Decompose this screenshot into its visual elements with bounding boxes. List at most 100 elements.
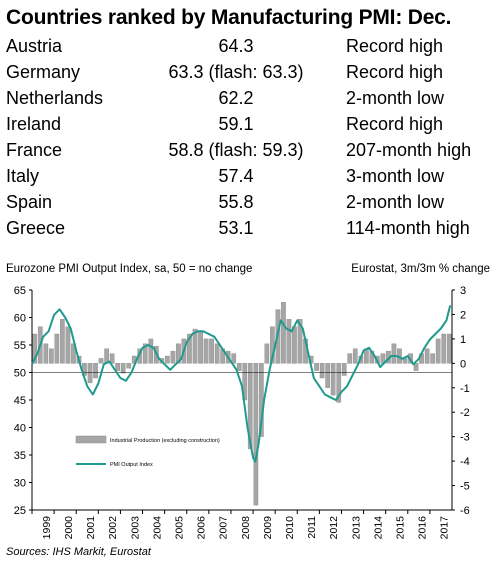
- ip-bar: [314, 363, 319, 371]
- country-name: Germany: [6, 62, 81, 82]
- ip-bar: [170, 350, 176, 364]
- ip-bar: [115, 363, 121, 371]
- ip-bar: [187, 333, 192, 364]
- country-name: Ireland: [6, 114, 62, 134]
- left-tick-label: 65: [14, 285, 26, 297]
- ip-bar: [264, 343, 270, 364]
- ip-bar: [247, 363, 253, 450]
- x-tick-label: 2002: [107, 516, 119, 540]
- ip-bar: [164, 355, 170, 364]
- x-tick-label: 2011: [306, 516, 318, 539]
- right-tick-label: -2: [460, 407, 470, 419]
- x-tick-label: 1999: [41, 516, 53, 540]
- right-tick-label: -5: [460, 481, 470, 493]
- pmi-value: 63.3 (flash: 63.3): [168, 62, 304, 82]
- pmi-value: 64.3: [218, 36, 254, 56]
- pmi-output-line: [31, 305, 452, 463]
- ip-bar: [209, 338, 214, 364]
- x-tick-label: 2009: [262, 516, 274, 540]
- right-tick-label: -3: [460, 432, 470, 444]
- ranking-row: Austria 64.3 Record high: [6, 34, 490, 60]
- pmi-value: 55.8: [218, 192, 254, 212]
- ip-bar: [231, 353, 237, 364]
- x-tick-label: 2015: [395, 516, 407, 540]
- page-title: Countries ranked by Manufacturing PMI: D…: [6, 6, 452, 29]
- right-tick-label: 0: [460, 358, 466, 370]
- left-tick-label: 50: [14, 368, 26, 380]
- left-tick-label: 40: [14, 423, 26, 435]
- pmi-chart: 65 60 55 50 45 40 35 30 25 3 2 1 0 -1 -2 -3 -4 -5 -6 1999 20…: [14, 285, 470, 540]
- pmi-note: 2-month low: [346, 192, 445, 212]
- ranking-row: Netherlands 62.2 2-month low: [6, 86, 490, 112]
- x-tick-label: 2016: [417, 516, 429, 540]
- ip-bar: [297, 319, 303, 364]
- country-name: Netherlands: [6, 88, 104, 108]
- ip-bar: [214, 343, 220, 364]
- ip-bar: [253, 363, 259, 506]
- left-axis-label: Eurozone PMI Output Index, sa, 50 = no c…: [6, 263, 253, 275]
- country-name: Italy: [6, 166, 40, 186]
- right-axis-label: Eurostat, 3m/3m % change: [351, 263, 490, 275]
- left-tick-label: 30: [14, 478, 26, 490]
- ranking-table: Austria 64.3 Record high Germany 63.3 (flash…: [6, 34, 490, 242]
- left-tick-label: 25: [14, 505, 26, 517]
- ranking-row: Germany 63.3 (flash: 63.3) Record high: [6, 60, 490, 86]
- ip-bar: [341, 363, 347, 376]
- right-tick-label: -1: [460, 383, 470, 395]
- ip-bar: [441, 333, 447, 364]
- ip-bar: [192, 328, 198, 364]
- ip-bar: [71, 343, 76, 364]
- left-tick-label: 45: [14, 395, 26, 407]
- ranking-row: Ireland 59.1 Record high: [6, 112, 490, 138]
- country-name: France: [6, 140, 63, 160]
- country-name: Greece: [6, 218, 66, 238]
- ip-bar: [120, 363, 126, 374]
- x-tick-label: 2000: [63, 516, 75, 540]
- ip-bar: [142, 343, 148, 364]
- ip-bar: [292, 326, 297, 364]
- ip-bar: [391, 343, 397, 364]
- right-tick-label: 1: [460, 334, 466, 346]
- ip-bar: [93, 363, 98, 379]
- pmi-note: 207-month high: [346, 140, 472, 160]
- ip-bar: [32, 333, 38, 364]
- ip-bar: [286, 319, 292, 364]
- pmi-note: 114-month high: [346, 218, 470, 238]
- x-tick-label: 2012: [328, 516, 340, 540]
- ip-bar: [446, 333, 452, 364]
- ip-bar: [148, 338, 154, 364]
- pmi-value: 57.4: [218, 166, 254, 186]
- ip-bar: [176, 343, 181, 364]
- x-tick-label: 2001: [85, 516, 97, 540]
- x-tick-label: 2004: [151, 516, 163, 540]
- x-tick-label: 2003: [129, 516, 141, 540]
- x-tick-label: 2008: [240, 516, 252, 540]
- ip-bar: [435, 338, 441, 364]
- pmi-value: 62.2: [218, 88, 254, 108]
- x-tick-label: 2013: [350, 516, 362, 540]
- left-tick-label: 60: [14, 313, 26, 325]
- ip-bar: [49, 348, 54, 364]
- x-tick-label: 2010: [284, 516, 296, 540]
- ip-bar: [424, 348, 430, 364]
- ip-bar: [319, 363, 325, 379]
- ip-bar: [413, 363, 419, 371]
- x-tick-label: 2005: [173, 516, 185, 540]
- ip-bar: [236, 363, 242, 371]
- ranking-row: Spain 55.8 2-month low: [6, 190, 490, 216]
- ip-bar: [43, 343, 49, 364]
- left-tick-label: 55: [14, 340, 26, 352]
- left-tick-label: 35: [14, 450, 26, 462]
- ip-bar: [330, 363, 336, 396]
- right-tick-label: 2: [460, 309, 466, 321]
- ip-bar: [54, 333, 60, 364]
- x-tick-label: 2014: [372, 516, 384, 540]
- ip-bar: [430, 353, 436, 364]
- ranking-row: Italy 57.4 3-month low: [6, 164, 490, 190]
- pmi-note: 2-month low: [346, 88, 445, 108]
- pmi-note: Record high: [346, 62, 444, 82]
- pmi-value: 59.1: [218, 114, 254, 134]
- country-name: Austria: [6, 36, 63, 56]
- ip-bar: [126, 363, 132, 369]
- legend-line-label: PMI Output Index: [110, 462, 153, 468]
